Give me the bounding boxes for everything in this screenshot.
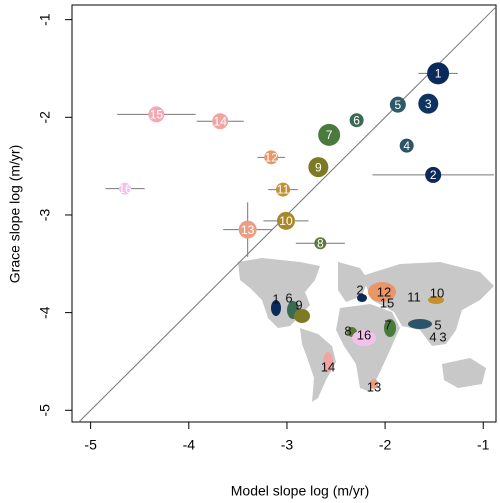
x-tick-label: -3 — [281, 437, 294, 453]
point — [238, 220, 257, 239]
map-label: 12 — [377, 284, 391, 299]
point-label: 2 — [430, 168, 437, 182]
point-label: 4 — [403, 139, 410, 153]
point — [318, 123, 341, 146]
y-tick-label: -4 — [37, 306, 53, 319]
point — [389, 96, 406, 113]
point — [119, 182, 131, 195]
inset-basins — [271, 282, 444, 389]
map-label: 13 — [367, 379, 381, 394]
point-label: 11 — [277, 183, 290, 197]
point-label: 3 — [425, 97, 432, 111]
point — [308, 157, 329, 178]
y-tick-label: -2 — [37, 111, 53, 124]
map-label: 6 — [285, 290, 292, 305]
map-label: 16 — [357, 327, 371, 342]
plot-frame — [71, 4, 497, 423]
x-tick-label: -4 — [183, 437, 196, 453]
point — [349, 113, 364, 128]
point — [314, 237, 327, 250]
point — [264, 150, 279, 165]
point-label: 12 — [265, 151, 279, 165]
map-label: 9 — [295, 297, 302, 312]
map-label: 10 — [430, 285, 444, 300]
point-label: 10 — [279, 214, 293, 228]
point — [418, 93, 439, 114]
point-label: 8 — [317, 236, 324, 250]
point — [212, 113, 229, 130]
map-label: 14 — [321, 359, 335, 374]
map-label: 3 — [439, 329, 446, 344]
y-axis-label: Grace slope log (m/yr) — [7, 145, 23, 283]
point — [425, 166, 442, 183]
point — [148, 106, 165, 123]
point — [427, 62, 450, 85]
y-tick-label: -1 — [37, 13, 53, 26]
point-label: 16 — [118, 182, 132, 196]
y-tick-label: -5 — [37, 404, 53, 417]
point-label: 6 — [353, 113, 360, 127]
map-label: 4 — [429, 329, 436, 344]
x-tick-label: -2 — [379, 437, 392, 453]
map-label: 1 — [272, 291, 279, 306]
point — [399, 138, 414, 153]
map-label: 15 — [380, 295, 394, 310]
x-tick-label: -5 — [84, 437, 97, 453]
x-tick-label: -1 — [477, 437, 490, 453]
y-tick-label: -3 — [37, 209, 53, 222]
point-label: 9 — [315, 160, 322, 174]
map-label: 8 — [344, 323, 351, 338]
point-label: 15 — [150, 108, 164, 122]
x-axis-label: Model slope log (m/yr) — [231, 483, 370, 499]
map-label: 11 — [407, 289, 421, 304]
map-label: 2 — [356, 282, 363, 297]
point-label: 1 — [435, 67, 442, 81]
map-label: 5 — [434, 317, 441, 332]
point-label: 5 — [395, 98, 402, 112]
point-label: 13 — [241, 223, 255, 237]
point — [276, 182, 291, 197]
point-label: 7 — [326, 128, 333, 142]
map-label: 7 — [384, 317, 391, 332]
point-label: 14 — [214, 114, 228, 128]
point — [276, 211, 295, 230]
